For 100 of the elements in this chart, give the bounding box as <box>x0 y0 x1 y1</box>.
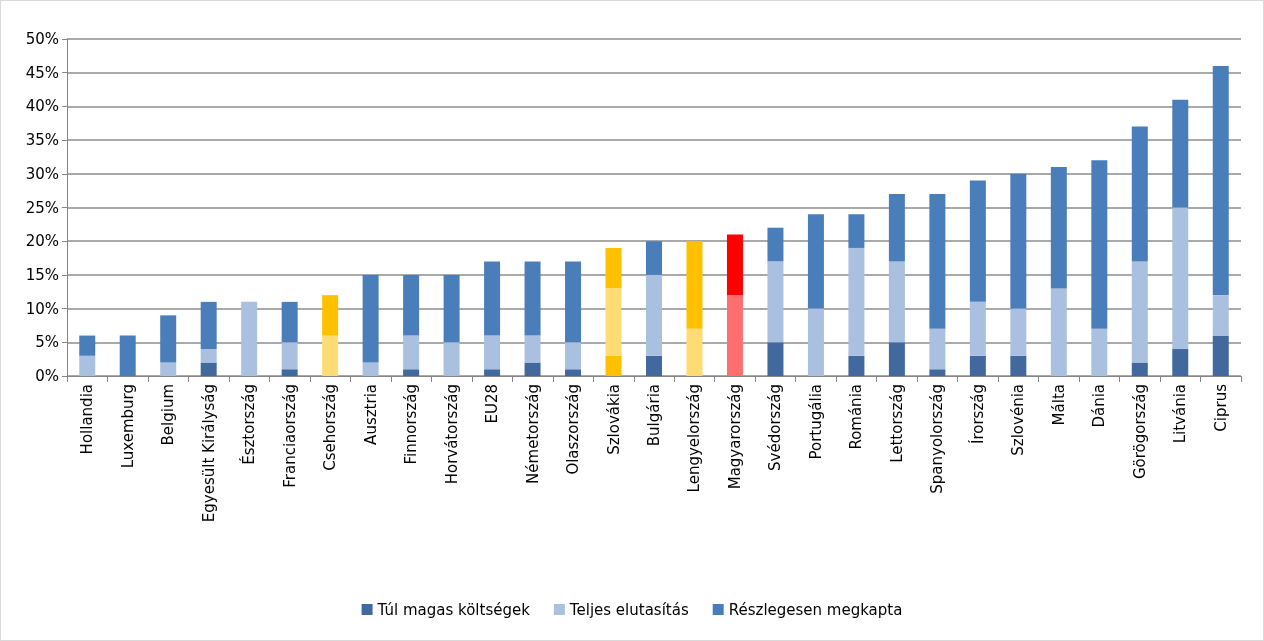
bar <box>565 261 582 343</box>
bar <box>686 241 703 329</box>
bar <box>281 301 298 343</box>
y-tick-label: 10% <box>25 299 59 318</box>
bar <box>524 261 541 336</box>
bar <box>322 295 339 336</box>
bar <box>686 328 703 376</box>
x-tick-label: Finnország <box>402 384 421 465</box>
bar <box>646 274 662 356</box>
bar <box>1212 295 1229 336</box>
y-tick-label: 50% <box>25 30 59 48</box>
x-tick-label: Bulgária <box>645 384 663 447</box>
bar <box>605 355 622 376</box>
bar <box>767 342 784 376</box>
x-tick-label: Svédország <box>766 384 785 471</box>
y-tick-label: 25% <box>25 198 59 217</box>
bar <box>807 214 824 309</box>
bar <box>969 301 986 356</box>
bar <box>605 288 622 356</box>
bar <box>200 349 217 363</box>
bar <box>929 369 946 376</box>
bar <box>484 335 501 370</box>
legend-label: Teljes elutasítás <box>568 600 689 619</box>
bar <box>646 241 662 275</box>
bar <box>1212 65 1229 296</box>
y-tick-label: 30% <box>25 164 59 183</box>
bar <box>1010 355 1027 376</box>
bar <box>1050 167 1067 289</box>
bar <box>119 335 136 376</box>
bar <box>362 274 379 363</box>
bar <box>443 274 460 343</box>
x-tick-label: Németország <box>523 384 542 484</box>
bar <box>969 355 986 376</box>
bar <box>1172 207 1189 350</box>
x-tick-label: Lengyelország <box>685 384 704 493</box>
bar <box>1091 328 1108 376</box>
x-tick-label: Észtország <box>239 384 259 465</box>
bar <box>524 362 541 376</box>
x-tick-label: Málta <box>1049 384 1068 426</box>
y-tick-label: 40% <box>25 97 59 116</box>
x-tick-label: Románia <box>847 384 866 450</box>
x-tick-label: Írország <box>967 384 987 445</box>
bar <box>200 301 217 350</box>
bar <box>322 335 339 376</box>
bar <box>1050 288 1067 376</box>
bar <box>1172 349 1189 376</box>
bar <box>929 194 946 329</box>
y-tick-label: 35% <box>25 131 59 150</box>
bar <box>403 335 420 370</box>
bar <box>403 274 420 336</box>
x-tick-label: Horvátország <box>442 384 461 485</box>
bar <box>807 308 824 376</box>
bar <box>1131 362 1148 376</box>
bar <box>1172 99 1189 208</box>
x-tick-label: Hollandia <box>78 384 97 455</box>
x-tick-label: Lettország <box>887 384 906 463</box>
legend-label: Részlegesen megkapta <box>728 600 903 619</box>
bar <box>1010 173 1027 309</box>
bar <box>726 234 743 296</box>
bar <box>281 342 298 370</box>
x-tick-label: Olaszország <box>564 384 583 475</box>
bar <box>646 355 662 376</box>
bar <box>726 295 743 376</box>
bar <box>848 247 865 356</box>
y-tick-label: 5% <box>35 333 59 352</box>
bar <box>241 301 258 376</box>
x-tick-label: Magyarország <box>725 384 744 490</box>
x-tick-label: Ausztria <box>361 384 380 445</box>
bar <box>1091 160 1108 329</box>
bar <box>969 180 986 302</box>
x-tick-label: Szlovákia <box>604 384 623 455</box>
x-tick-label: Egyesült Királyság <box>199 384 218 523</box>
bar <box>767 227 784 262</box>
bar <box>79 335 96 356</box>
bar <box>160 362 177 376</box>
y-tick-label: 0% <box>35 367 59 385</box>
bar <box>484 261 501 336</box>
bar <box>1212 335 1229 376</box>
bar <box>929 328 946 370</box>
bar <box>1131 261 1148 363</box>
x-tick-label: EU28 <box>483 384 502 424</box>
x-tick-label: Szlovénia <box>1009 384 1028 456</box>
bar <box>888 194 905 262</box>
x-tick-label: Luxemburg <box>118 384 137 469</box>
bar <box>848 214 865 248</box>
y-tick-label: 20% <box>25 232 59 251</box>
x-tick-label: Görögország <box>1130 384 1149 480</box>
bar <box>524 335 541 363</box>
x-tick-label: Belgium <box>159 384 178 446</box>
bar <box>1131 126 1148 262</box>
y-tick-label: 15% <box>25 265 59 284</box>
x-tick-label: Litvánia <box>1171 384 1190 444</box>
x-tick-label: Spanyolország <box>928 384 947 494</box>
x-tick-label: Portugália <box>806 384 825 460</box>
bar <box>200 362 217 376</box>
bar <box>605 247 622 289</box>
bar <box>565 369 582 376</box>
bar <box>888 261 905 343</box>
bar <box>362 362 379 376</box>
bar <box>1010 308 1027 356</box>
